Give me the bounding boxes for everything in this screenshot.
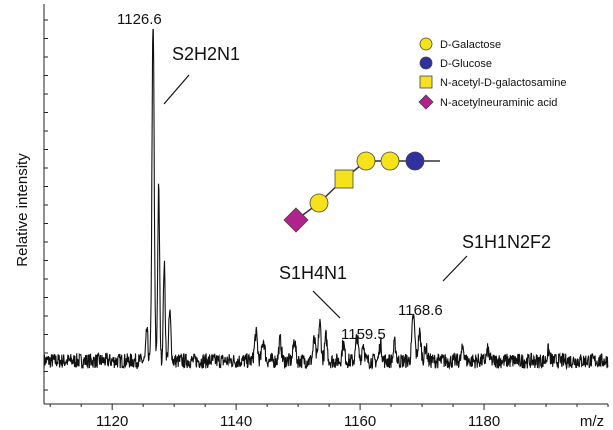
glucose-circle-icon — [405, 151, 425, 171]
x-tick-label: 1140 — [220, 413, 252, 430]
legend-item-galactose: D-Galactose — [419, 37, 501, 51]
legend-item-glucose: D-Glucose — [419, 56, 492, 70]
x-ticks: 1120 1140 1160 1180 — [49, 404, 609, 430]
legend-label-neu5ac: N-acetylneuraminic acid — [440, 97, 557, 109]
leader-line-s1h4n1 — [312, 290, 341, 319]
glycan-structure — [283, 151, 440, 233]
x-tick-label: 1180 — [468, 413, 500, 430]
legend-label-galactose: D-Galactose — [440, 39, 501, 51]
spectrum-line — [43, 29, 609, 371]
galnac-square-icon — [419, 75, 433, 89]
galactose-circle-icon — [419, 37, 433, 51]
galactose-circle-icon — [380, 151, 400, 171]
peak-label-1126-6: 1126.6 — [117, 11, 162, 28]
galactose-circle-icon — [356, 151, 376, 171]
legend-label-galnac: N-acetyl-D-galactosamine — [440, 77, 567, 89]
leader-line-s1h1n2f2 — [442, 255, 468, 282]
galactose-circle-icon — [309, 193, 329, 213]
legend: D-Galactose D-Glucose N-acetyl-D-galacto… — [418, 37, 567, 110]
legend-item-galnac: N-acetyl-D-galactosamine — [419, 75, 567, 89]
neu5ac-diamond-icon — [418, 94, 434, 110]
peak-label-1168-6: 1168.6 — [398, 302, 443, 319]
composition-label-s1h1n2f2: S1H1N2F2 — [462, 232, 551, 252]
y-minor-ticks — [44, 19, 48, 391]
glucose-circle-icon — [419, 56, 433, 70]
legend-item-neu5ac: N-acetylneuraminic acid — [418, 94, 557, 110]
legend-label-glucose: D-Glucose — [440, 58, 492, 70]
peak-label-1159-5: 1159.5 — [341, 326, 386, 343]
x-tick-label: 1160 — [344, 413, 376, 430]
composition-label-s1h4n1: S1H4N1 — [279, 263, 347, 283]
leader-line-s2h2n1 — [163, 74, 190, 105]
neu5ac-diamond-icon — [283, 207, 309, 233]
y-axis-label: Relative intensity — [14, 153, 31, 267]
composition-label-s2h2n1: S2H2N1 — [172, 44, 240, 64]
x-tick-label: 1120 — [96, 413, 128, 430]
x-axis-unit: m/z — [580, 413, 604, 430]
galnac-square-icon — [334, 169, 354, 189]
